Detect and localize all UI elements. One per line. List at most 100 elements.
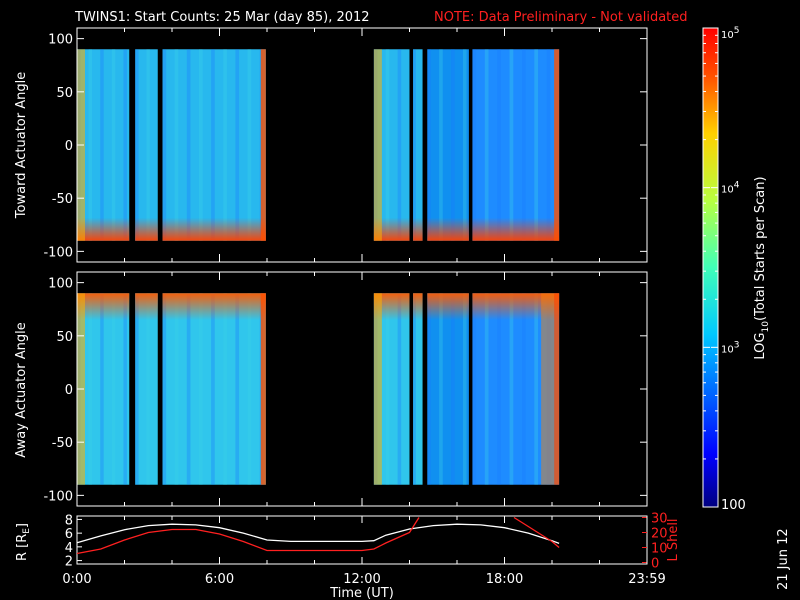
r-tick-label: 2 bbox=[65, 555, 73, 570]
y-tick-label: 0 bbox=[65, 383, 73, 398]
heatmap-cell bbox=[223, 293, 227, 485]
heatmap-cell bbox=[77, 217, 130, 241]
heatmap-cell bbox=[462, 49, 467, 241]
series-line-r bbox=[76, 523, 560, 545]
heatmap-cell bbox=[211, 49, 215, 241]
colorbar-tick-label: 105 bbox=[721, 26, 739, 41]
preliminary-note: NOTE: Data Preliminary - Not validated bbox=[434, 10, 688, 25]
toward-yticks: 100 50 0 -50 -100 bbox=[43, 33, 647, 260]
heatmap-cell bbox=[497, 49, 501, 241]
date-stamp: 21 Jun 12 bbox=[776, 528, 791, 590]
heatmap-cell bbox=[413, 293, 423, 485]
toward-xticks bbox=[76, 28, 648, 262]
heatmap-cell bbox=[123, 293, 127, 485]
y-tick-label: -100 bbox=[43, 489, 73, 504]
heatmap-cell bbox=[497, 293, 501, 485]
heatmap-cell bbox=[162, 293, 266, 321]
heatmap-cell bbox=[77, 293, 130, 321]
panel-away: 100 50 0 -50 -100 Away Actuator Angle bbox=[14, 271, 648, 507]
r-tick-label: 4 bbox=[65, 541, 73, 556]
x-tick-label: 23:59 bbox=[628, 572, 665, 587]
heatmap-cell bbox=[77, 293, 130, 485]
away-xticks bbox=[76, 272, 648, 506]
series-line-l-shell bbox=[513, 516, 560, 548]
y-tick-label: -50 bbox=[52, 436, 73, 451]
heatmap-cell bbox=[247, 49, 252, 241]
heatmap-cell bbox=[554, 49, 560, 241]
orbit-lines bbox=[76, 516, 560, 555]
heatmap-cell bbox=[472, 49, 560, 241]
heatmap-cell bbox=[174, 293, 179, 485]
colorbar-tick-label: 104 bbox=[721, 181, 740, 196]
x-tick-label: 12:00 bbox=[343, 572, 380, 587]
heatmap-cell bbox=[162, 293, 167, 485]
y-tick-label: 100 bbox=[48, 277, 73, 292]
away-yticks: 100 50 0 -50 -100 bbox=[43, 277, 647, 504]
l-shell-tick-label: 20 bbox=[651, 527, 668, 542]
heatmap-cell bbox=[135, 217, 158, 241]
heatmap-cell bbox=[427, 293, 469, 485]
heatmap-cell bbox=[521, 49, 526, 241]
y-tick-label: -100 bbox=[43, 245, 73, 260]
heatmap-cell bbox=[260, 49, 266, 241]
heatmap-cell bbox=[472, 293, 560, 321]
heatmap-cell bbox=[521, 293, 526, 485]
heatmap-cell bbox=[135, 49, 139, 241]
x-tick-label: 18:00 bbox=[486, 572, 523, 587]
heatmap-cell bbox=[541, 293, 555, 485]
away-ylabel: Away Actuator Angle bbox=[14, 322, 29, 457]
heatmap-cell bbox=[534, 49, 539, 241]
heatmap-cell bbox=[186, 293, 191, 485]
colorbar-gradient bbox=[703, 28, 718, 507]
l-shell-tick-label: 0 bbox=[651, 557, 659, 572]
heatmap-cell bbox=[427, 293, 469, 321]
l-shell-tick-label: 10 bbox=[651, 542, 668, 557]
panel-orbit-frame bbox=[76, 515, 648, 565]
heatmap-cell bbox=[546, 293, 551, 485]
heatmap-cell bbox=[135, 49, 158, 241]
heatmap-cell bbox=[100, 49, 104, 241]
r-tick-label: 6 bbox=[65, 527, 73, 542]
heatmap-cell bbox=[427, 49, 431, 241]
toward-ylabel: Toward Actuator Angle bbox=[14, 72, 29, 219]
heatmap-cell bbox=[135, 293, 139, 485]
heatmap-cell bbox=[484, 49, 489, 241]
time-axis-ticks: 0:00 6:00 12:00 18:00 23:59 bbox=[62, 516, 666, 587]
heatmap-cell bbox=[162, 49, 266, 241]
heatmap-cell bbox=[427, 49, 469, 241]
l-shell-tick-label: 30 bbox=[651, 512, 668, 527]
heatmap-cell bbox=[88, 293, 93, 485]
heatmap-cell bbox=[111, 293, 116, 485]
heatmap-cell bbox=[472, 217, 560, 241]
heatmap-cell bbox=[162, 49, 167, 241]
heatmap-cell bbox=[509, 49, 514, 241]
colorbar-frame bbox=[702, 27, 719, 508]
y-tick-label: -50 bbox=[52, 192, 73, 207]
heatmap-cell bbox=[135, 293, 158, 485]
toward-heatmap bbox=[77, 49, 560, 241]
r-tick-label: 8 bbox=[65, 513, 73, 528]
heatmap-cell bbox=[451, 293, 455, 485]
l-shell-axis-label: L Shell bbox=[666, 518, 681, 561]
y-tick-label: 100 bbox=[48, 33, 73, 48]
heatmap-cell bbox=[509, 293, 514, 485]
heatmap-cell bbox=[472, 293, 477, 485]
heatmap-cell bbox=[397, 293, 402, 485]
heatmap-cell bbox=[146, 293, 150, 485]
series-line-l-shell bbox=[76, 517, 420, 555]
heatmap-cell bbox=[223, 49, 227, 241]
heatmap-cell bbox=[111, 49, 116, 241]
x-tick-label: 6:00 bbox=[205, 572, 234, 587]
heatmap-cell bbox=[174, 49, 179, 241]
heatmap-cell bbox=[546, 49, 551, 241]
heatmap-cell bbox=[146, 49, 150, 241]
heatmap-cell bbox=[100, 293, 104, 485]
colorbar-ticks: 100 103 104 105 bbox=[703, 26, 746, 513]
x-tick-label: 0:00 bbox=[62, 572, 91, 587]
heatmap-cell bbox=[397, 49, 402, 241]
heatmap-cell bbox=[373, 49, 382, 241]
heatmap-cell bbox=[385, 293, 390, 485]
heatmap-cell bbox=[427, 293, 431, 485]
